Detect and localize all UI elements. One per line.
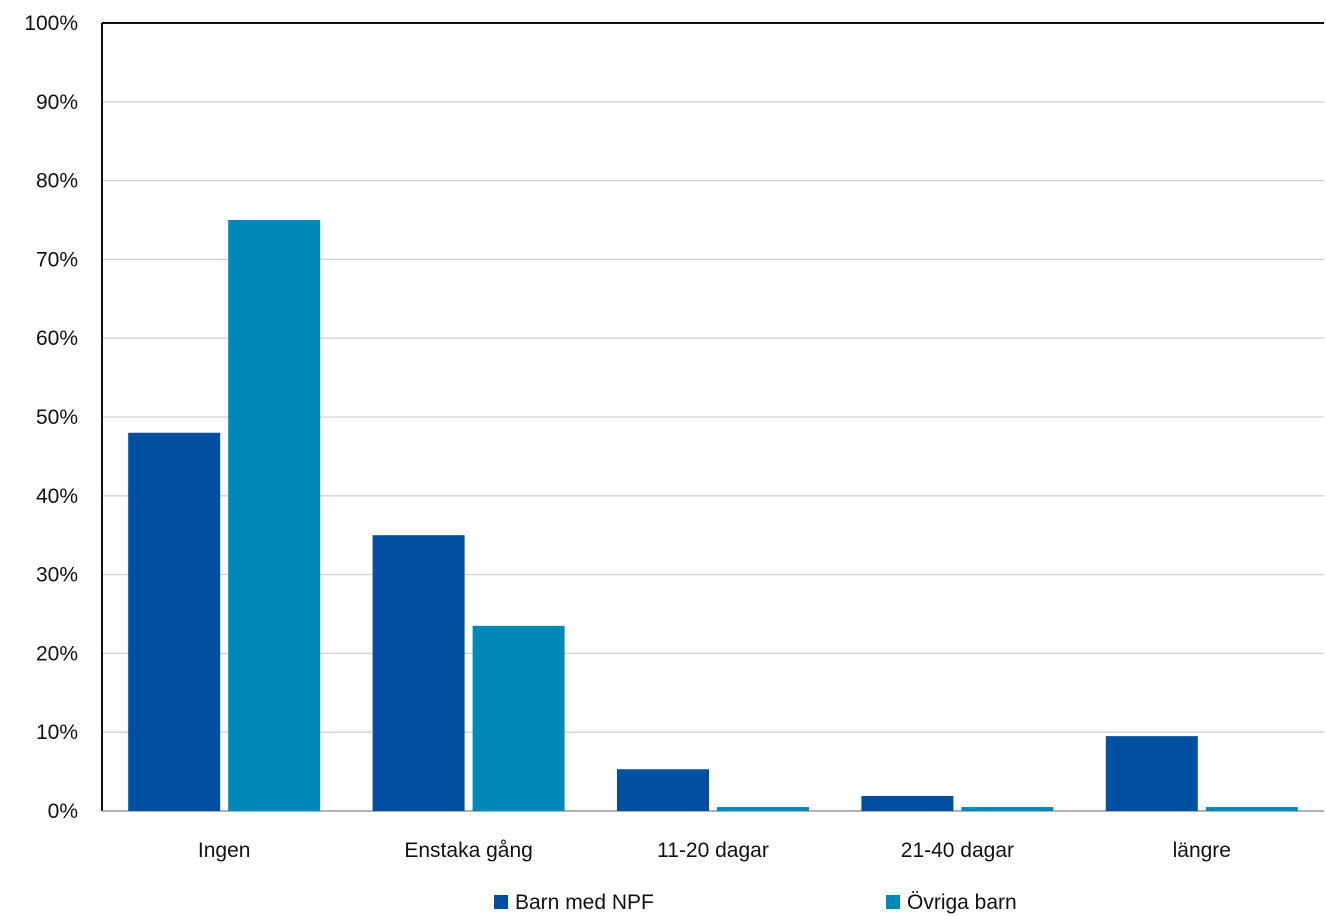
y-tick-label: 50% <box>36 406 78 429</box>
y-tick-label: 70% <box>36 248 78 271</box>
y-tick-label: 100% <box>24 12 78 35</box>
y-axis-ticks: 0% 10% 20% 30% 40% 50% 60% 70% 80% 90% 100% <box>24 12 78 823</box>
bar-barn-med-npf <box>861 796 954 811</box>
legend-swatch <box>494 895 508 909</box>
legend-swatch <box>886 895 900 909</box>
y-tick-label: 0% <box>48 800 78 823</box>
y-tick-label: 20% <box>36 642 78 665</box>
bar-ovriga-barn <box>228 220 321 811</box>
x-axis-labels: Ingen Enstaka gång 11-20 dagar 21-40 dagar l… <box>198 839 1231 862</box>
bar-barn-med-npf <box>372 535 465 811</box>
legend-label: Barn med NPF <box>515 891 654 914</box>
y-tick-label: 40% <box>36 485 78 508</box>
legend-label: Övriga barn <box>907 891 1017 914</box>
y-tick-label: 90% <box>36 91 78 114</box>
x-category-label: Enstaka gång <box>404 839 532 862</box>
x-category-label: Ingen <box>198 839 251 862</box>
bars <box>128 220 1298 811</box>
bar-barn-med-npf <box>128 432 221 811</box>
bar-ovriga-barn <box>472 625 565 811</box>
x-category-label: 21-40 dagar <box>901 839 1014 862</box>
y-tick-label: 60% <box>36 327 78 350</box>
bar-ovriga-barn <box>1205 807 1298 811</box>
bar-ovriga-barn <box>961 807 1054 811</box>
bar-ovriga-barn <box>717 807 809 811</box>
y-tick-label: 80% <box>36 170 78 193</box>
legend: Barn med NPF Övriga barn <box>494 891 1017 914</box>
y-tick-label: 30% <box>36 564 78 587</box>
x-category-label: 11-20 dagar <box>657 839 769 862</box>
bar-barn-med-npf <box>617 769 709 811</box>
bar-barn-med-npf <box>1105 736 1198 811</box>
x-category-label: längre <box>1173 839 1231 862</box>
y-tick-label: 10% <box>36 721 78 744</box>
